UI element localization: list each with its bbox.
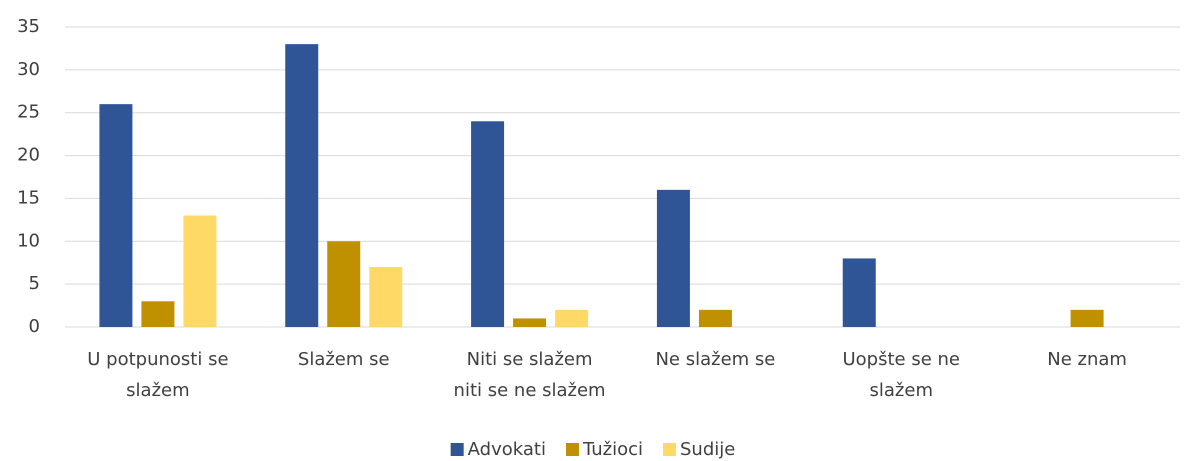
legend-swatch <box>565 443 579 456</box>
legend: Advokati Tužioci Sudije <box>450 439 735 460</box>
x-tick-label: Niti se slažem niti se ne slažem <box>454 349 606 401</box>
x-tick-label: Slažem se <box>298 349 390 370</box>
y-tick-label: 30 <box>17 59 40 80</box>
legend-label: Advokati <box>468 439 546 460</box>
bar <box>327 241 361 327</box>
y-tick-label: 35 <box>17 16 40 37</box>
y-tick-label: 15 <box>17 187 40 208</box>
bar <box>842 258 876 327</box>
bar <box>99 104 133 328</box>
bar <box>698 309 732 327</box>
bar <box>656 189 690 327</box>
x-tick-label: Ne slažem se <box>655 349 775 370</box>
y-tick-label: 20 <box>17 145 40 166</box>
y-tick-label: 5 <box>29 273 40 294</box>
bar <box>285 44 319 328</box>
x-tick-label: Ne znam <box>1047 349 1127 370</box>
legend-swatch <box>662 443 676 456</box>
bar <box>513 318 547 327</box>
bar <box>183 215 217 327</box>
bar <box>471 121 505 328</box>
y-tick-label: 10 <box>17 230 40 251</box>
legend-label: Sudije <box>680 439 735 460</box>
bar <box>141 301 175 327</box>
y-tick-label: 25 <box>17 102 40 123</box>
y-tick-label: 0 <box>29 316 40 337</box>
x-tick-label: U potpunosti se slažem <box>87 349 228 401</box>
legend-swatch <box>450 443 464 456</box>
bar <box>369 267 403 327</box>
bar <box>1070 309 1104 327</box>
x-tick-label: Uopšte se ne slažem <box>842 349 960 401</box>
bar <box>555 309 589 327</box>
legend-label: Tužioci <box>582 439 643 460</box>
